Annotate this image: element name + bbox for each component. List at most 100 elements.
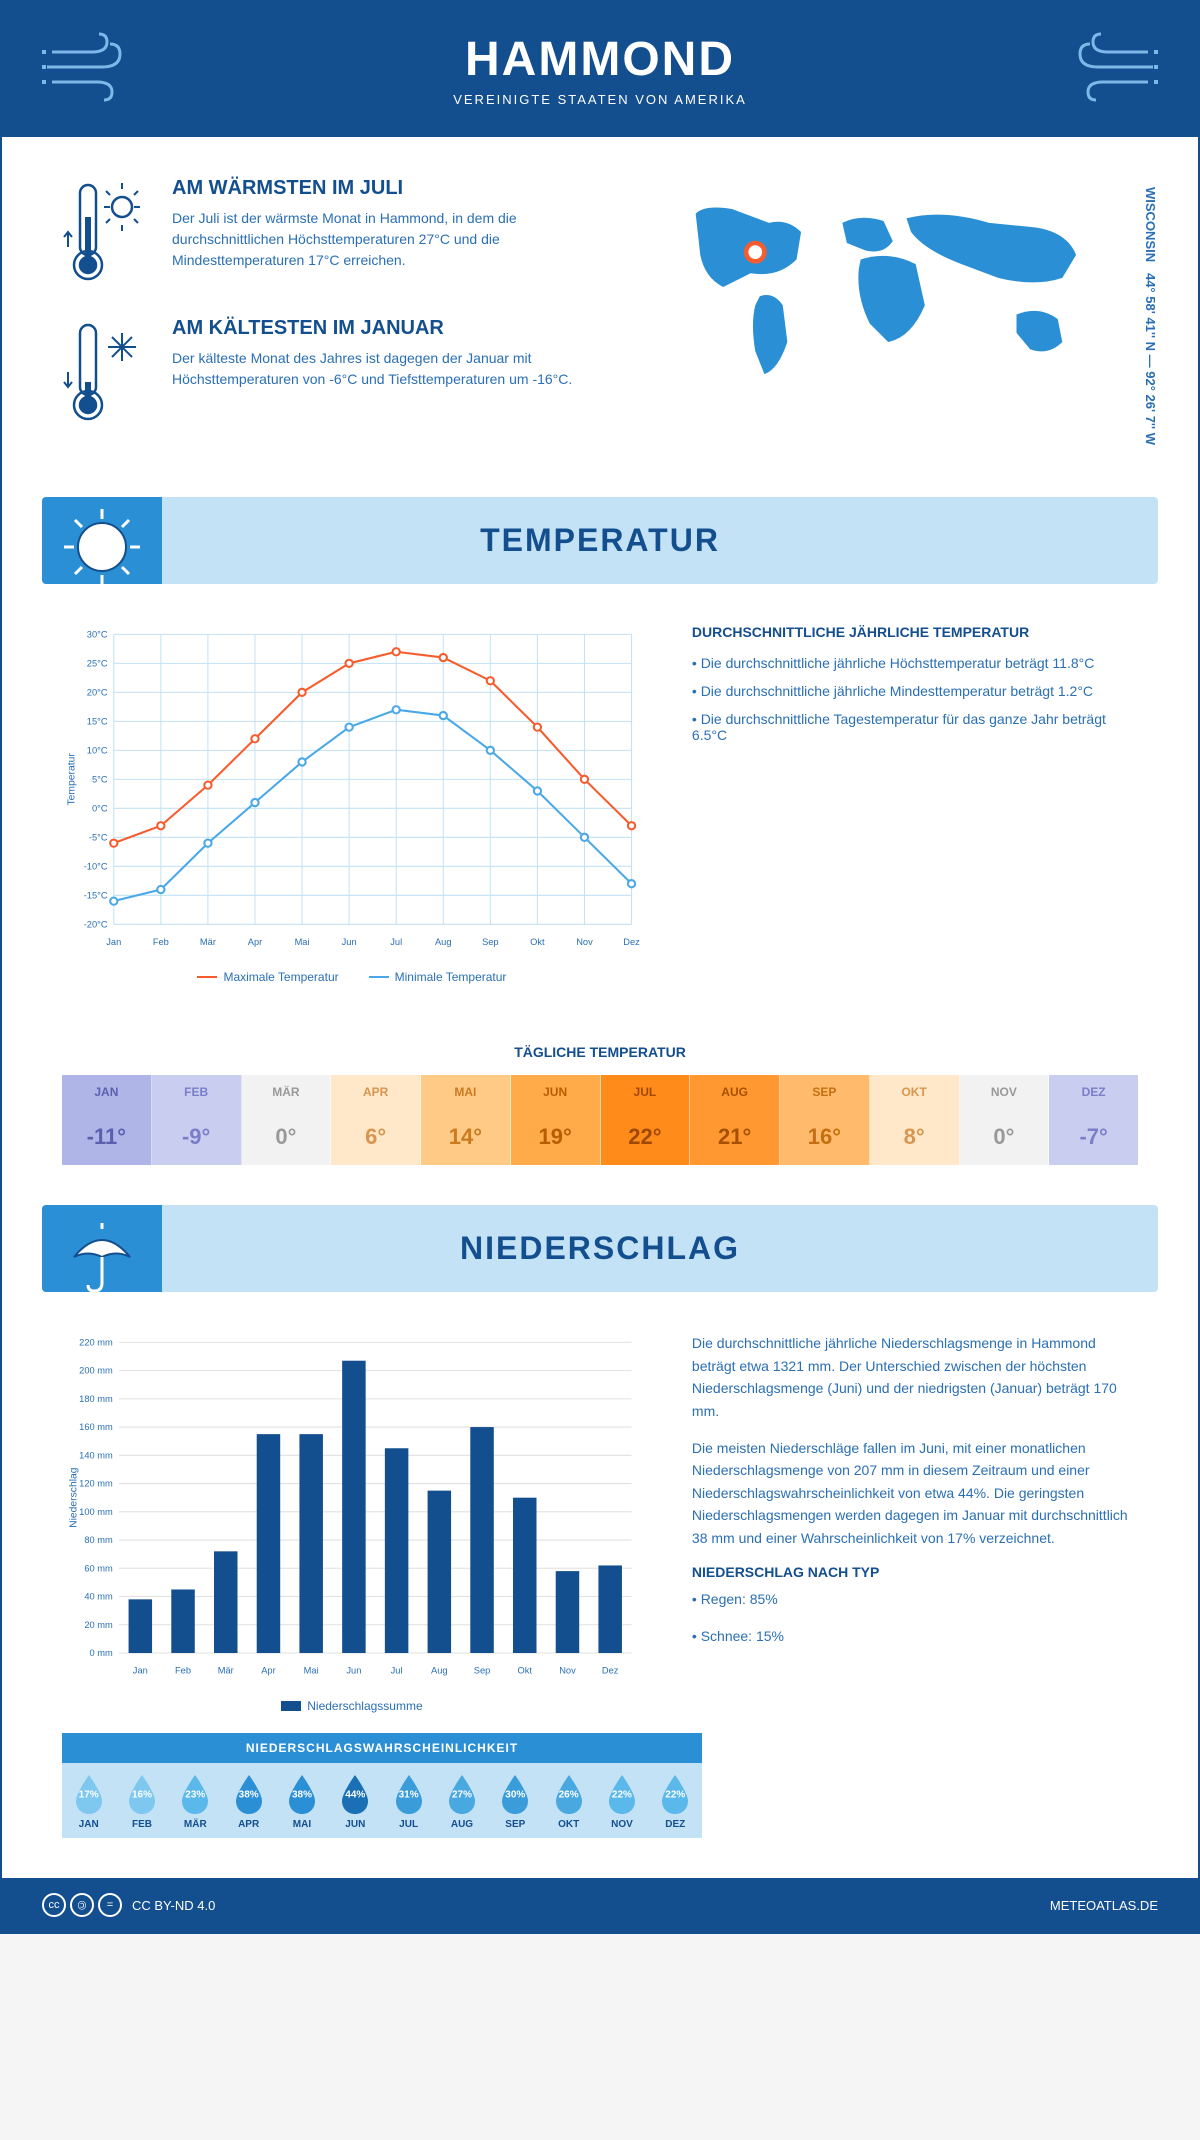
temp-cell: JAN-11° [62,1075,152,1165]
temp-cell: MAI14° [421,1075,511,1165]
wind-icon [42,32,142,102]
temp-cell: OKT8° [870,1075,960,1165]
precip-type: • Schnee: 15% [692,1625,1138,1647]
prob-cell: 22%DEZ [649,1763,702,1838]
svg-text:20 mm: 20 mm [84,1620,113,1630]
prob-cell: 27%AUG [435,1763,488,1838]
svg-text:15°C: 15°C [87,716,108,726]
prob-cell: 38%APR [222,1763,275,1838]
svg-text:Jun: Jun [342,937,357,947]
temp-cell: APR6° [331,1075,421,1165]
coldest-title: AM KÄLTESTEN IM JANUAR [172,317,580,340]
temp-cell: JUL22° [601,1075,691,1165]
svg-text:Temperatur: Temperatur [66,753,77,806]
svg-text:Mär: Mär [200,937,216,947]
svg-text:180 mm: 180 mm [79,1394,113,1404]
svg-text:10°C: 10°C [87,745,108,755]
precip-para: Die durchschnittliche jährliche Niedersc… [692,1332,1138,1422]
svg-text:Apr: Apr [248,937,262,947]
footer: cc🄯= CC BY-ND 4.0 METEOATLAS.DE [2,1878,1198,1932]
svg-text:Jul: Jul [391,1666,403,1676]
temp-cell: FEB-9° [152,1075,242,1165]
svg-text:Okt: Okt [518,1666,533,1676]
daily-temp-title: TÄGLICHE TEMPERATUR [2,1044,1198,1060]
temp-cell: JUN19° [511,1075,601,1165]
svg-text:Sep: Sep [474,1666,491,1676]
svg-text:Jul: Jul [390,937,402,947]
precip-para: Die meisten Niederschläge fallen im Juni… [692,1437,1138,1549]
warmest-title: AM WÄRMSTEN IM JULI [172,177,580,200]
prob-cell: 44%JUN [329,1763,382,1838]
temp-content: -20°C-15°C-10°C-5°C0°C5°C10°C15°C20°C25°… [2,584,1198,1024]
svg-text:60 mm: 60 mm [84,1564,113,1574]
svg-text:Mai: Mai [304,1666,319,1676]
svg-text:Nov: Nov [576,937,593,947]
prob-cell: 22%NOV [595,1763,648,1838]
svg-text:-10°C: -10°C [84,861,108,871]
intro-section: AM WÄRMSTEN IM JULI Der Juli ist der wär… [2,137,1198,497]
svg-text:Jan: Jan [133,1666,148,1676]
temp-cell: AUG21° [690,1075,780,1165]
temp-legend: Maximale Temperatur Minimale Temperatur [62,970,642,984]
page-subtitle: VEREINIGTE STAATEN VON AMERIKA [42,92,1158,107]
header: HAMMOND VEREINIGTE STAATEN VON AMERIKA [2,2,1198,137]
section-title: NIEDERSCHLAG [67,1230,1133,1267]
svg-text:Mai: Mai [295,937,310,947]
svg-text:Sep: Sep [482,937,499,947]
page-title: HAMMOND [42,32,1158,87]
wind-icon [1058,32,1158,102]
prob-cell: 23%MÄR [169,1763,222,1838]
thermometer-cold-icon [62,317,152,427]
coordinates: WISCONSIN 44° 58' 41'' N — 92° 26' 7'' W [1143,187,1158,445]
svg-text:40 mm: 40 mm [84,1592,113,1602]
svg-text:20°C: 20°C [87,687,108,697]
svg-text:Mär: Mär [218,1666,234,1676]
prob-cell: 30%SEP [489,1763,542,1838]
svg-text:80 mm: 80 mm [84,1536,113,1546]
temp-bullet: • Die durchschnittliche jährliche Mindes… [692,683,1138,699]
svg-text:Jan: Jan [106,937,121,947]
section-title: TEMPERATUR [67,522,1133,559]
svg-text:0°C: 0°C [92,803,108,813]
svg-text:Niederschlag: Niederschlag [69,1468,80,1529]
svg-text:200 mm: 200 mm [79,1366,113,1376]
svg-text:220 mm: 220 mm [79,1338,113,1348]
precip-bar-chart: 0 mm20 mm40 mm60 mm80 mm100 mm120 mm140 … [62,1332,642,1684]
temp-cell: MÄR0° [242,1075,332,1165]
warmest-fact: AM WÄRMSTEN IM JULI Der Juli ist der wär… [62,177,580,287]
precip-type: • Regen: 85% [692,1588,1138,1610]
daily-temp-table: JAN-11°FEB-9°MÄR0°APR6°MAI14°JUN19°JUL22… [62,1075,1138,1165]
temp-cell: SEP16° [780,1075,870,1165]
svg-text:5°C: 5°C [92,774,108,784]
temp-text-heading: DURCHSCHNITTLICHE JÄHRLICHE TEMPERATUR [692,624,1138,640]
coldest-text: Der kälteste Monat des Jahres ist dagege… [172,348,580,390]
precip-section-header: NIEDERSCHLAG [42,1205,1158,1292]
svg-text:0 mm: 0 mm [89,1648,112,1658]
svg-text:Feb: Feb [153,937,169,947]
prob-cell: 26%OKT [542,1763,595,1838]
svg-text:-20°C: -20°C [84,919,108,929]
license-text: CC BY-ND 4.0 [132,1898,215,1913]
svg-text:Apr: Apr [261,1666,275,1676]
sun-icon [62,507,142,584]
precip-type-heading: NIEDERSCHLAG NACH TYP [692,1564,1138,1580]
svg-text:Dez: Dez [623,937,640,947]
svg-text:Feb: Feb [175,1666,191,1676]
temp-section-header: TEMPERATUR [42,497,1158,584]
svg-text:160 mm: 160 mm [79,1423,113,1433]
warmest-text: Der Juli ist der wärmste Monat in Hammon… [172,208,580,271]
site-name: METEOATLAS.DE [1050,1898,1158,1913]
svg-text:100 mm: 100 mm [79,1507,113,1517]
umbrella-icon [62,1215,142,1292]
thermometer-hot-icon [62,177,152,287]
temp-bullet: • Die durchschnittliche jährliche Höchst… [692,655,1138,671]
svg-text:140 mm: 140 mm [79,1451,113,1461]
svg-text:Jun: Jun [346,1666,361,1676]
temp-cell: NOV0° [960,1075,1050,1165]
svg-text:Aug: Aug [431,1666,448,1676]
prob-cell: 38%MAI [275,1763,328,1838]
temp-bullet: • Die durchschnittliche Tagestemperatur … [692,711,1138,743]
svg-text:Aug: Aug [435,937,452,947]
world-map [620,177,1138,397]
prob-cell: 31%JUL [382,1763,435,1838]
